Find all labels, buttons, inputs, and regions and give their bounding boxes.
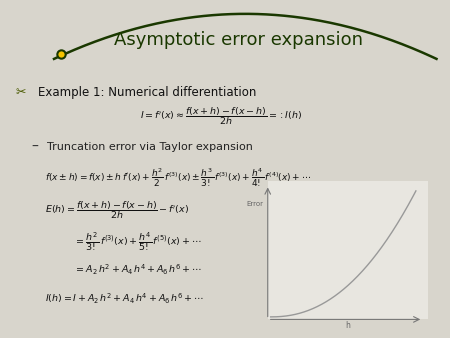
Text: $= A_2\,h^2 + A_4\,h^4 + A_6\,h^6 + \cdots$: $= A_2\,h^2 + A_4\,h^4 + A_6\,h^6 + \cdo… [74, 262, 202, 276]
Text: $f(x\pm h) = f(x) \pm h\,f'(x) + \dfrac{h^2}{2}\,f^{(3)}(x)\pm \dfrac{h^3}{3!}\,: $f(x\pm h) = f(x) \pm h\,f'(x) + \dfrac{… [45, 167, 311, 189]
Text: $E(h) = \dfrac{f(x+h)-f(x-h)}{2h} - f'(x)$: $E(h) = \dfrac{f(x+h)-f(x-h)}{2h} - f'(x… [45, 199, 189, 221]
Text: Example 1: Numerical differentiation: Example 1: Numerical differentiation [38, 86, 256, 99]
Text: Asymptotic error expansion: Asymptotic error expansion [114, 31, 363, 49]
Text: –: – [32, 140, 38, 154]
Text: Error: Error [247, 201, 263, 207]
Text: $= \dfrac{h^2}{3!}\,f^{(3)}(x) + \dfrac{h^4}{5!}\,f^{(5)}(x) + \cdots$: $= \dfrac{h^2}{3!}\,f^{(3)}(x) + \dfrac{… [74, 230, 202, 252]
Text: $I = f'(x) \approx \dfrac{f(x+h)-f(x-h)}{2h} =: I(h)$: $I = f'(x) \approx \dfrac{f(x+h)-f(x-h)}… [140, 105, 302, 127]
Text: ✂: ✂ [15, 86, 26, 99]
Text: h: h [345, 321, 350, 330]
Text: $I(h) = I + A_2\,h^2 + A_4\,h^4 + A_6\,h^6 + \cdots$: $I(h) = I + A_2\,h^2 + A_4\,h^4 + A_6\,h… [45, 292, 204, 306]
Text: Truncation error via Taylor expansion: Truncation error via Taylor expansion [47, 142, 253, 152]
